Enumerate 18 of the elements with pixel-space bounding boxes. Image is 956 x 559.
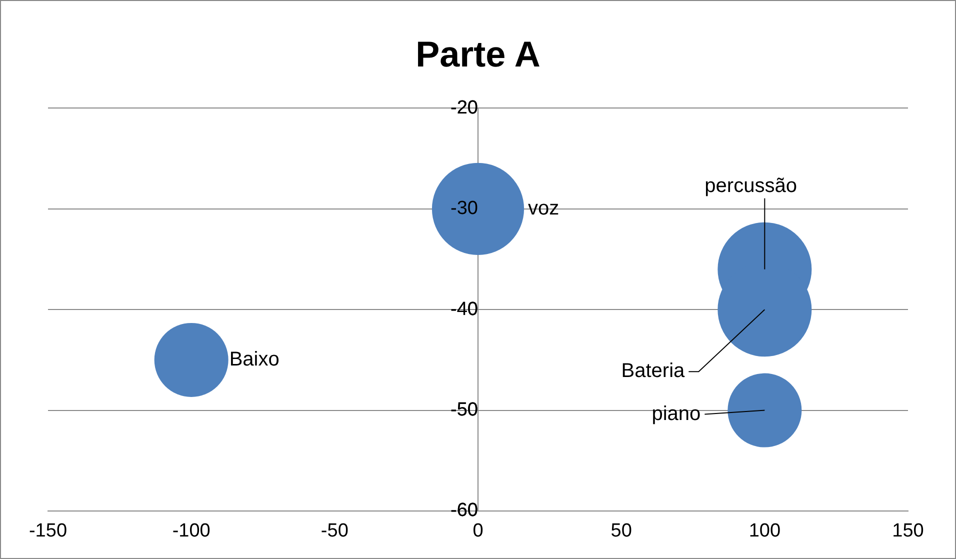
annotation: percussão	[704, 174, 797, 197]
annotation: Bateria	[621, 360, 686, 382]
x-tick-label: 100	[748, 520, 781, 542]
x-tick-label: -100	[172, 520, 210, 542]
x-tick-label: 150	[892, 520, 924, 542]
x-tick-label: -50	[320, 520, 348, 542]
y-tick-label: -20	[450, 97, 478, 118]
annotation: voz	[528, 197, 560, 220]
chart-title: Parte A	[416, 34, 540, 75]
y-tick-label: -60	[450, 500, 478, 522]
x-tick-label: -150	[28, 520, 68, 542]
x-tick-label: 50	[610, 520, 632, 542]
annotation: piano	[652, 402, 701, 425]
annotation: Baixo	[229, 348, 280, 370]
y-tick-label: -30	[450, 198, 478, 220]
x-tick-label: 0	[472, 520, 484, 542]
y-tick-label: -50	[450, 400, 478, 421]
y-tick-label: -40	[450, 298, 478, 320]
